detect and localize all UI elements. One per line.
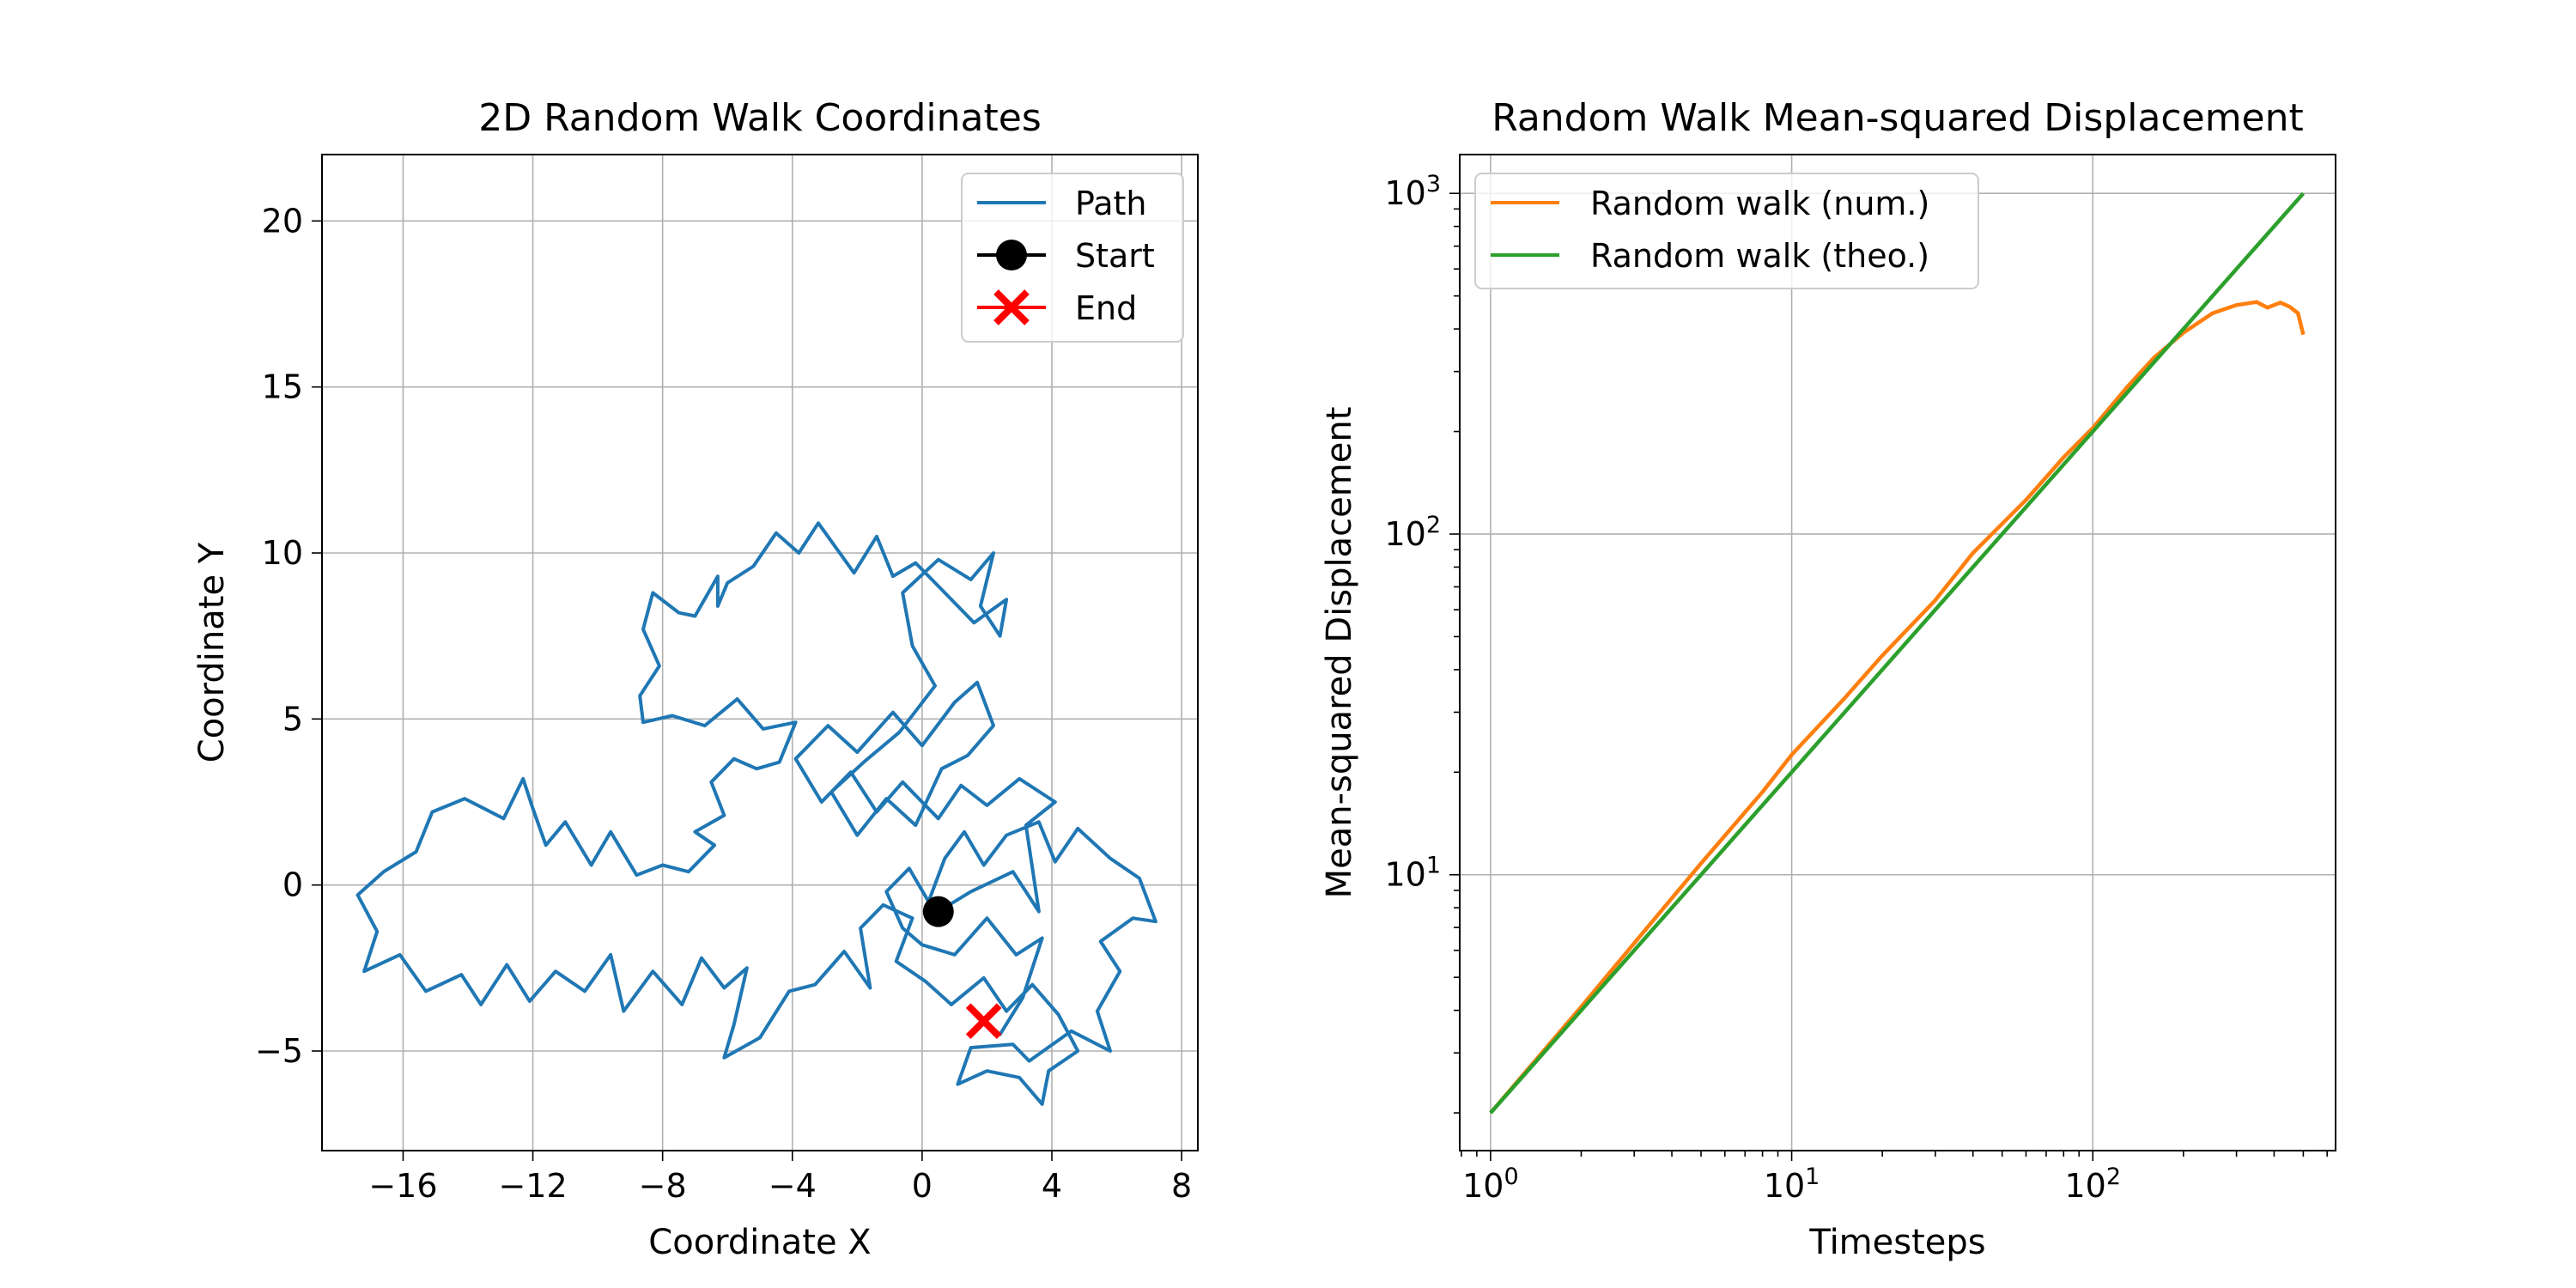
legend-end-marker <box>993 289 1030 325</box>
y-tick-label: 102 <box>1384 512 1441 553</box>
y-tick-label: 10 <box>262 534 303 572</box>
y-tick-label: 15 <box>262 368 303 406</box>
legend-end-label: End <box>1075 289 1137 327</box>
y-axis-label: Mean-squared Displacement <box>1320 407 1359 899</box>
x-axis-label: Timesteps <box>1808 1223 1985 1262</box>
legend-theo-label: Random walk (theo.) <box>1590 237 1929 275</box>
legend-start-label: Start <box>1075 237 1155 275</box>
y-tick-label: 101 <box>1384 853 1441 894</box>
ticks: 100 101 102 101 102 103 <box>1384 171 2328 1205</box>
x-tick-label: 0 <box>912 1167 933 1205</box>
start-marker <box>922 896 954 927</box>
x-tick-label: −4 <box>769 1167 817 1205</box>
walk-path <box>355 521 1157 1106</box>
legend-box <box>1474 173 1979 289</box>
y-axis-label: Coordinate Y <box>192 542 232 762</box>
x-tick-label: −16 <box>368 1167 437 1205</box>
y-tick-label: 5 <box>283 700 303 738</box>
ticks: −16 −12 −8 −4 0 4 8 −5 0 5 10 15 20 <box>255 202 1192 1205</box>
msd-chart: 100 101 102 101 102 103 Random Walk Mean-squa… <box>1320 96 2336 1262</box>
x-tick-label: 101 <box>1764 1163 1820 1205</box>
axes-frame <box>321 154 1199 1151</box>
legend: Random walk (num.) Random walk (theo.) <box>1474 173 1979 289</box>
legend-num-label: Random walk (num.) <box>1590 185 1929 222</box>
x-tick-label: −8 <box>639 1167 687 1205</box>
msd-theoretical-line <box>1489 191 2306 1115</box>
x-axis-label: Coordinate X <box>648 1223 871 1262</box>
legend-path-label: Path <box>1075 185 1146 222</box>
y-tick-label: 0 <box>283 866 303 904</box>
chart-title: 2D Random Walk Coordinates <box>478 96 1042 140</box>
x-tick-label: 4 <box>1042 1167 1062 1205</box>
chart-title: Random Walk Mean-squared Displacement <box>1492 96 2304 140</box>
legend-start-marker <box>996 240 1027 270</box>
plot-area <box>355 521 1157 1106</box>
msd-numerical-line <box>1489 300 2306 1115</box>
x-tick-label: 102 <box>2065 1163 2122 1205</box>
x-tick-label: 8 <box>1171 1167 1192 1205</box>
legend: Path Start End <box>961 173 1184 343</box>
end-marker <box>965 1003 1002 1040</box>
axes-frame <box>1459 154 2336 1151</box>
x-tick-label: −12 <box>498 1167 567 1205</box>
y-tick-label: 103 <box>1384 171 1441 212</box>
x-tick-label: 100 <box>1462 1163 1519 1205</box>
y-tick-label: −5 <box>255 1032 303 1070</box>
plot-area <box>1489 191 2306 1115</box>
random-walk-coordinates-chart: −16 −12 −8 −4 0 4 8 −5 0 5 10 15 20 2D Random Walk C… <box>192 96 1199 1262</box>
y-tick-label: 20 <box>262 202 303 240</box>
